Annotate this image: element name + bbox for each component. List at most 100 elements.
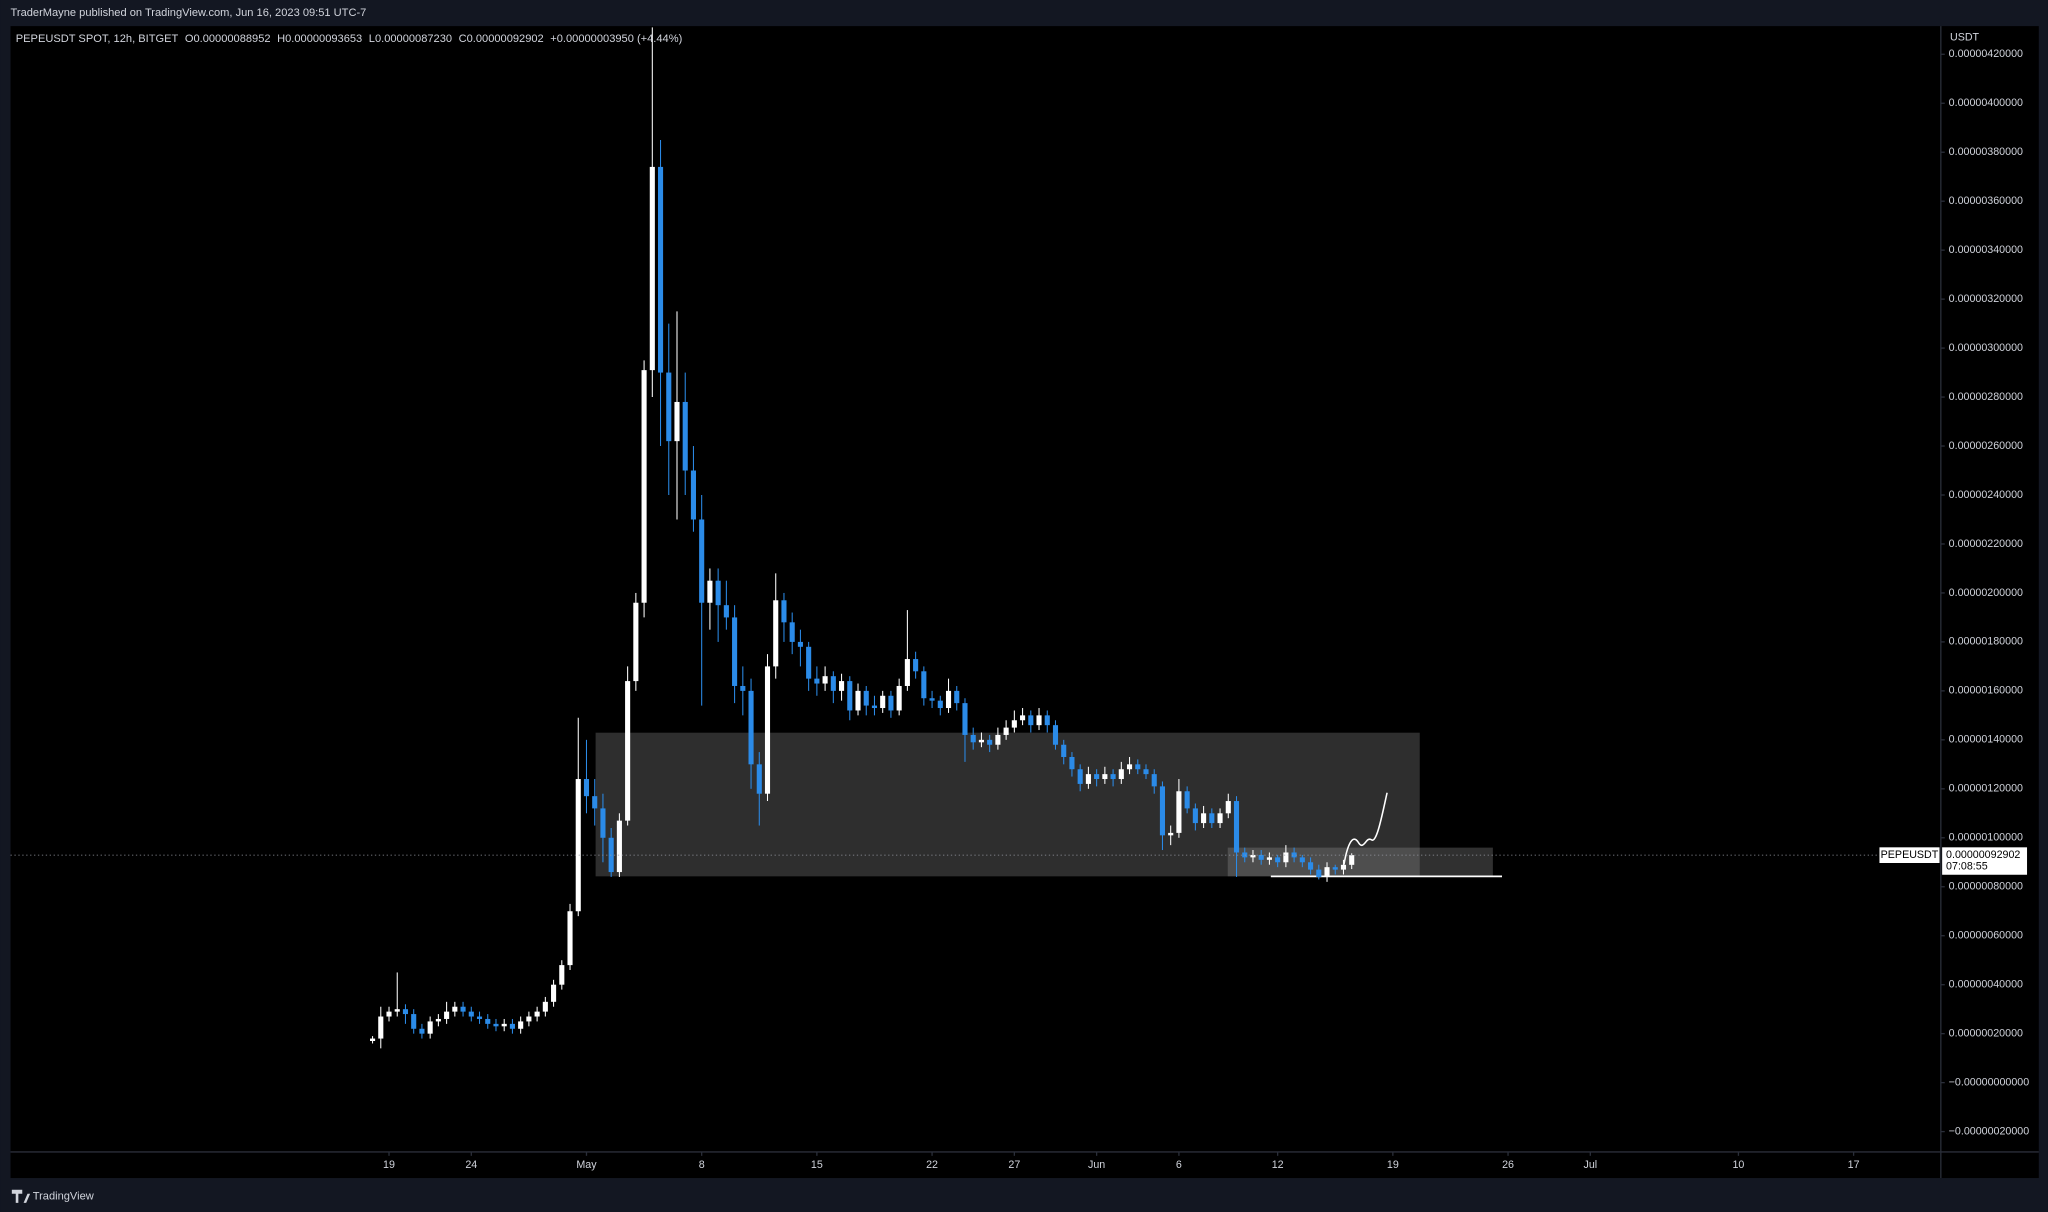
candle-body — [748, 690, 754, 765]
y-tick-label: 0.00000340000 — [1949, 244, 2023, 256]
x-tick-label: 17 — [1848, 1159, 1860, 1171]
candle-body — [871, 705, 878, 709]
candle-body — [1184, 791, 1190, 809]
candle-body — [419, 1028, 425, 1034]
y-tick-label: 0.00000100000 — [1949, 832, 2023, 844]
candle-body — [1085, 774, 1091, 784]
candle-body — [978, 739, 984, 743]
x-tick-label: 19 — [1387, 1159, 1399, 1171]
candle-body — [1168, 832, 1174, 836]
candle-body — [386, 1011, 392, 1017]
candle-body — [501, 1023, 507, 1027]
candle-body — [493, 1023, 499, 1027]
candle-body — [723, 605, 729, 618]
candle-body — [1118, 769, 1124, 780]
candle-body — [526, 1016, 532, 1022]
zone-box — [595, 732, 1420, 877]
candle-body — [1094, 774, 1100, 780]
candle-body — [518, 1021, 524, 1029]
candle-body — [633, 602, 639, 682]
price-tag — [1942, 847, 2028, 875]
y-tick-label: 0.00000220000 — [1949, 538, 2023, 550]
y-tick-label: 0.00000400000 — [1949, 97, 2023, 109]
candle-body — [1069, 756, 1075, 770]
candle-body — [764, 666, 771, 794]
candle-body — [1308, 862, 1314, 870]
candle-body — [551, 984, 557, 1002]
candle-body — [411, 1014, 417, 1029]
candle-body — [1102, 774, 1108, 780]
candle-body — [830, 676, 836, 691]
candle-body — [1061, 744, 1067, 757]
candle-body — [1291, 852, 1297, 858]
candle-body — [839, 681, 845, 691]
candle-body — [987, 739, 993, 745]
candle-body — [690, 470, 697, 520]
candle-body — [773, 600, 779, 667]
candle-body — [814, 678, 820, 684]
candle-body — [534, 1011, 540, 1017]
candle-body — [797, 641, 803, 647]
price-tag-text: 0.00000092902 — [1946, 849, 2020, 861]
legend-item: H0.00000093653 — [277, 33, 362, 45]
candle-body — [715, 580, 721, 606]
published-line: TraderMayne published on TradingView.com… — [11, 7, 367, 19]
candle-body — [649, 166, 655, 371]
x-tick-label: 27 — [1008, 1159, 1020, 1171]
currency-label: USDT — [1950, 32, 1980, 44]
candle-body — [863, 690, 869, 706]
candle-body — [962, 703, 968, 735]
candle-body — [1176, 791, 1182, 833]
y-tick-label: 0.00000420000 — [1949, 48, 2023, 60]
candle-body — [1233, 801, 1240, 853]
candle-body — [699, 519, 705, 603]
y-tick-label: 0.00000140000 — [1949, 734, 2023, 746]
candle-body — [1316, 869, 1322, 877]
candle-body — [1299, 857, 1305, 863]
legend-item: C0.00000092902 — [459, 33, 544, 45]
y-tick-label: −0.00000000000 — [1949, 1076, 2030, 1088]
candle-body — [1192, 808, 1198, 824]
candle-body — [460, 1006, 466, 1012]
chart-area — [10, 26, 2039, 1179]
candle-body — [1036, 715, 1042, 726]
candle-body — [1266, 857, 1272, 860]
candle-body — [1258, 854, 1264, 860]
candle-body — [904, 659, 910, 686]
candle-body — [1151, 774, 1157, 787]
brand-logo — [11, 1189, 31, 1203]
candle-body — [402, 1009, 409, 1015]
candle-body — [896, 685, 902, 711]
candle-body — [485, 1018, 491, 1024]
candle-body — [929, 698, 935, 701]
legend-item: PEPEUSDT SPOT, 12h, BITGET — [16, 33, 179, 45]
candle-body — [1028, 715, 1034, 726]
candle-body — [444, 1011, 450, 1019]
candle-body — [1217, 813, 1223, 824]
candle-body — [937, 700, 943, 709]
x-tick-label: May — [576, 1159, 597, 1171]
candle-body — [1110, 774, 1116, 780]
brand-name: TradingView — [33, 1190, 95, 1202]
x-tick-label: 26 — [1502, 1159, 1514, 1171]
candle-body — [1275, 857, 1281, 863]
y-tick-label: 0.00000040000 — [1949, 979, 2023, 991]
candle-body — [1283, 852, 1289, 863]
candle-body — [1011, 720, 1017, 728]
symbol-tag-text: PEPEUSDT — [1881, 849, 1939, 861]
candle-body — [542, 1001, 548, 1012]
x-tick-label: Jul — [1583, 1159, 1597, 1171]
candle-body — [657, 166, 664, 373]
candle-body — [822, 676, 828, 684]
brand: TradingView — [11, 1189, 95, 1203]
y-tick-label: 0.00000280000 — [1949, 391, 2023, 403]
y-tick-label: 0.00000320000 — [1949, 293, 2023, 305]
candle-body — [954, 690, 960, 704]
candle-body — [583, 779, 590, 797]
y-tick-label: 0.00000180000 — [1949, 636, 2023, 648]
candle-body — [1332, 867, 1338, 870]
x-tick-label: 19 — [383, 1159, 395, 1171]
candle-body — [682, 401, 688, 471]
candle-body — [781, 600, 787, 623]
